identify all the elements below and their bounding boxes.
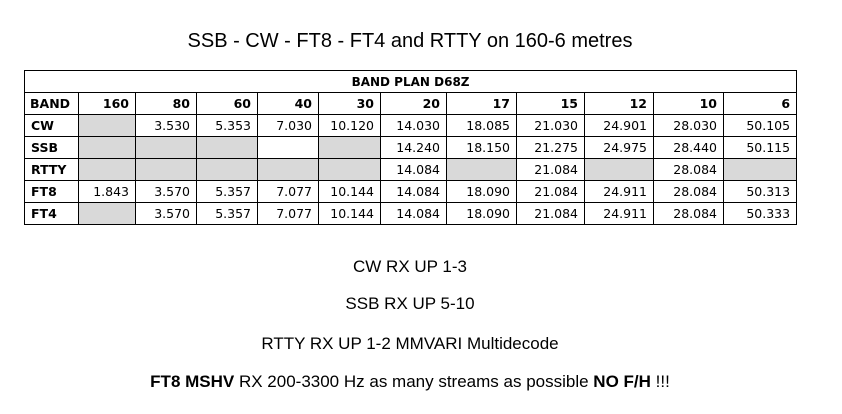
page-title: SSB - CW - FT8 - FT4 and RTTY on 160-6 m…	[187, 30, 633, 52]
frequency-cell: 28.030	[653, 114, 724, 137]
band-header-40: 40	[257, 92, 319, 115]
empty-cell	[135, 136, 197, 159]
frequency-cell: 3.530	[135, 114, 197, 137]
mode-label: SSB	[24, 136, 79, 159]
empty-cell	[584, 158, 654, 181]
empty-cell	[257, 158, 319, 181]
frequency-cell: 21.084	[516, 180, 585, 203]
band-plan-table: BAND PLAN D68Z BAND 160 80 60 40 30 20 17 15 12 1…	[23, 70, 798, 225]
ft8-note-text: RX 200-3300 Hz as many streams as possib…	[234, 372, 594, 391]
frequency-cell: 50.115	[722, 136, 798, 159]
empty-cell	[257, 136, 319, 159]
frequency-cell: 14.084	[380, 202, 447, 225]
table-heading: BAND PLAN D68Z	[23, 70, 798, 93]
table-row-ft4: FT4 3.570 5.357 7.077 10.144 14.084 18.090 21.0…	[24, 202, 798, 225]
ft8-note-software: FT8 MSHV	[150, 372, 235, 391]
frequency-cell: 21.030	[516, 114, 585, 137]
frequency-cell: 50.313	[722, 180, 798, 203]
empty-cell	[78, 114, 136, 137]
frequency-cell: 14.030	[380, 114, 447, 137]
table-title-row: BAND PLAN D68Z	[23, 70, 798, 93]
frequency-cell: 28.440	[653, 136, 724, 159]
band-header-row: BAND 160 80 60 40 30 20 17 15 12 10 6	[24, 92, 798, 115]
table-row-rtty: RTTY 14.084 21.084 28.084	[24, 158, 798, 181]
band-header-6: 6	[722, 92, 798, 115]
frequency-cell: 5.357	[196, 180, 258, 203]
cw-note: CW RX UP 1-3	[353, 257, 467, 276]
ft8-note-warning: NO F/H	[593, 372, 651, 391]
frequency-cell: 18.090	[446, 180, 517, 203]
empty-cell	[78, 158, 136, 181]
frequency-cell: 50.105	[722, 114, 798, 137]
frequency-cell: 5.357	[196, 202, 258, 225]
mode-label: RTTY	[24, 158, 79, 181]
band-header-20: 20	[380, 92, 447, 115]
band-header-17: 17	[446, 92, 517, 115]
frequency-cell: 24.911	[584, 202, 654, 225]
frequency-cell: 24.975	[584, 136, 654, 159]
frequency-cell: 21.084	[516, 158, 585, 181]
table-row-ft8: FT8 1.843 3.570 5.357 7.077 10.144 14.084 18.09…	[24, 180, 798, 203]
band-header-30: 30	[318, 92, 381, 115]
rtty-note: RTTY RX UP 1-2 MMVARI Multidecode	[261, 334, 559, 353]
empty-cell	[196, 136, 258, 159]
empty-cell	[318, 136, 381, 159]
frequency-cell: 7.077	[257, 180, 319, 203]
band-header-160: 160	[78, 92, 136, 115]
frequency-cell: 10.144	[318, 180, 381, 203]
frequency-cell: 18.085	[446, 114, 517, 137]
empty-cell	[318, 158, 381, 181]
frequency-cell: 28.084	[653, 158, 724, 181]
band-header-12: 12	[584, 92, 654, 115]
ssb-note: SSB RX UP 5-10	[345, 294, 475, 313]
band-header-15: 15	[516, 92, 585, 115]
frequency-cell: 14.240	[380, 136, 447, 159]
band-header-10: 10	[653, 92, 724, 115]
empty-cell	[722, 158, 798, 181]
frequency-cell: 7.077	[257, 202, 319, 225]
frequency-cell: 50.333	[722, 202, 798, 225]
empty-cell	[196, 158, 258, 181]
empty-cell	[78, 202, 136, 225]
empty-cell	[78, 136, 136, 159]
band-label: BAND	[24, 92, 79, 115]
band-header-80: 80	[135, 92, 197, 115]
frequency-cell: 14.084	[380, 180, 447, 203]
frequency-cell: 24.901	[584, 114, 654, 137]
frequency-cell: 10.144	[318, 202, 381, 225]
frequency-cell: 18.090	[446, 202, 517, 225]
frequency-cell: 1.843	[78, 180, 136, 203]
empty-cell	[446, 158, 517, 181]
ft8-note-end: !!!	[650, 372, 670, 391]
frequency-cell: 7.030	[257, 114, 319, 137]
frequency-cell: 18.150	[446, 136, 517, 159]
frequency-cell: 10.120	[318, 114, 381, 137]
empty-cell	[135, 158, 197, 181]
frequency-cell: 28.084	[653, 180, 724, 203]
frequency-cell: 21.275	[516, 136, 585, 159]
frequency-cell: 28.084	[653, 202, 724, 225]
band-header-60: 60	[196, 92, 258, 115]
ft8-note: FT8 MSHV RX 200-3300 Hz as many streams …	[0, 371, 820, 393]
frequency-cell: 5.353	[196, 114, 258, 137]
frequency-cell: 3.570	[135, 180, 197, 203]
mode-label: FT4	[24, 202, 79, 225]
frequency-cell: 3.570	[135, 202, 197, 225]
table-body: CW 3.530 5.353 7.030 10.120 14.030 18.085 21.03…	[24, 114, 798, 225]
frequency-cell: 14.084	[380, 158, 447, 181]
table-row-cw: CW 3.530 5.353 7.030 10.120 14.030 18.085 21.03…	[24, 114, 798, 137]
table-row-ssb: SSB 14.240 18.150 21.275 24.975 28.440 50.115	[24, 136, 798, 159]
mode-label: FT8	[24, 180, 79, 203]
frequency-cell: 24.911	[584, 180, 654, 203]
mode-label: CW	[24, 114, 79, 137]
frequency-cell: 21.084	[516, 202, 585, 225]
